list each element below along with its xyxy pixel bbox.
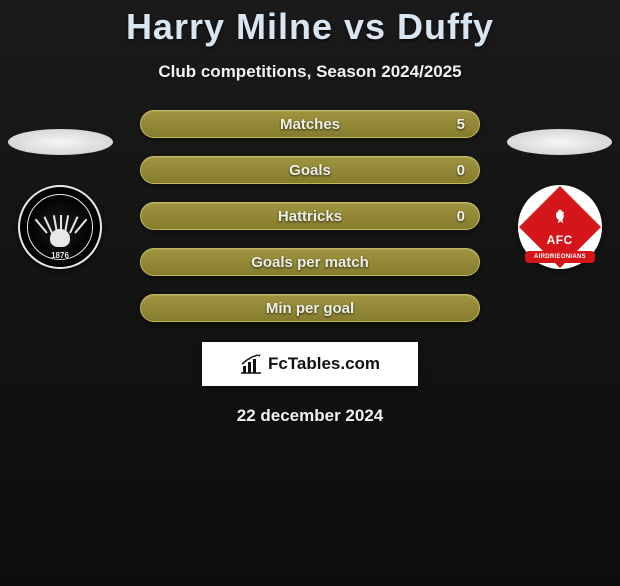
stat-label: Matches <box>280 116 340 133</box>
stat-row-min-per-goal: Min per goal <box>140 294 480 322</box>
badge-banner-text: AIRDRIEONIANS <box>534 254 586 260</box>
badge-year: 1876 <box>20 251 100 260</box>
stat-row-matches: Matches 5 <box>140 110 480 138</box>
badge-banner: AIRDRIEONIANS <box>525 251 595 263</box>
stat-value-right: 0 <box>457 208 465 225</box>
club-badge-left: 1876 <box>18 185 102 269</box>
club-badge-right: AFC AIRDRIEONIANS <box>518 185 602 269</box>
rooster-icon <box>551 207 569 225</box>
source-logo: FcTables.com <box>202 342 418 386</box>
stat-label: Goals <box>289 162 331 179</box>
date-text: 22 december 2024 <box>0 406 620 426</box>
stat-row-goals-per-match: Goals per match <box>140 248 480 276</box>
player-photo-right <box>507 129 612 155</box>
player-photo-left <box>8 129 113 155</box>
stat-value-right: 5 <box>457 116 465 133</box>
chart-icon <box>240 354 262 374</box>
subtitle: Club competitions, Season 2024/2025 <box>0 62 620 82</box>
stat-label: Hattricks <box>278 208 342 225</box>
stat-label: Min per goal <box>266 300 354 317</box>
stat-value-right: 0 <box>457 162 465 179</box>
stat-row-hattricks: Hattricks 0 <box>140 202 480 230</box>
stat-row-goals: Goals 0 <box>140 156 480 184</box>
brand-text: FcTables.com <box>268 354 380 374</box>
thistle-icon <box>40 203 80 251</box>
page-title: Harry Milne vs Duffy <box>0 6 620 48</box>
stat-label: Goals per match <box>251 254 369 271</box>
badge-monogram: AFC <box>547 232 573 246</box>
